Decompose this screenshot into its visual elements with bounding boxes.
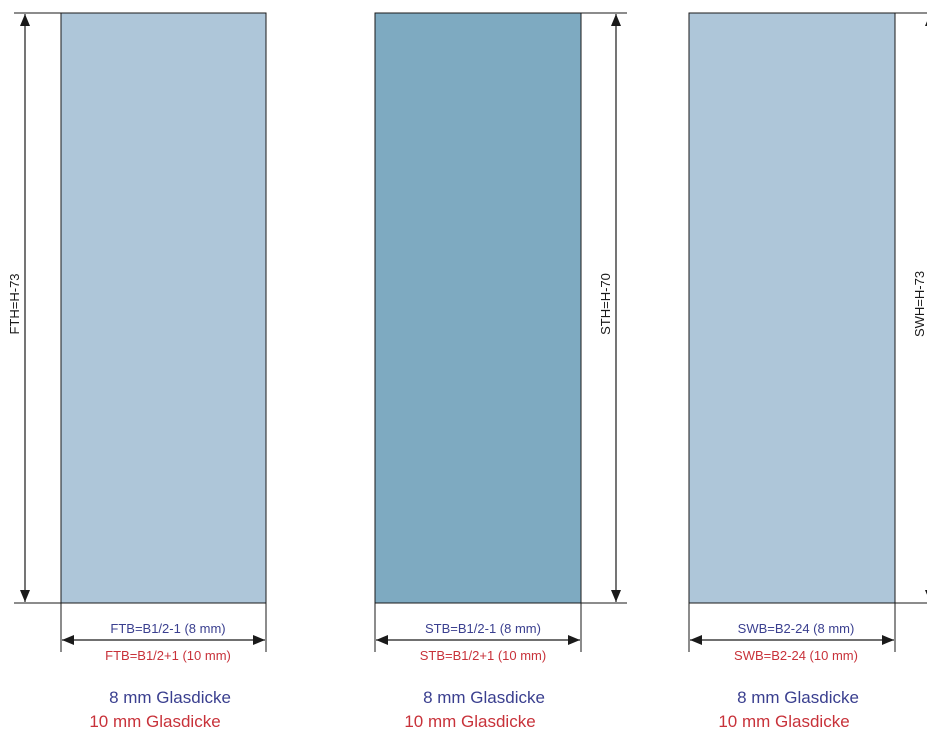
caption-8mm: 8 mm Glasdicke	[109, 688, 231, 707]
caption-8mm: 8 mm Glasdicke	[737, 688, 859, 707]
glass-pane-fixed	[60, 12, 267, 604]
width-label-8mm: SWB=B2-24 (8 mm)	[738, 621, 855, 636]
width-label-10mm: STB=B1/2+1 (10 mm)	[420, 648, 546, 663]
width-label-8mm: FTB=B1/2-1 (8 mm)	[110, 621, 225, 636]
caption-10mm: 10 mm Glasdicke	[404, 712, 535, 731]
height-label: FTH=H-73	[7, 273, 22, 334]
caption-10mm: 10 mm Glasdicke	[89, 712, 220, 731]
caption-8mm: 8 mm Glasdicke	[423, 688, 545, 707]
panel-side-wall: SWH=H-73 SWB=B2-24 (8 mm) SWB=B2-24 (10 …	[688, 12, 927, 731]
height-label: STH=H-70	[598, 273, 613, 335]
width-label-8mm: STB=B1/2-1 (8 mm)	[425, 621, 541, 636]
caption-10mm: 10 mm Glasdicke	[718, 712, 849, 731]
width-label-10mm: FTB=B1/2+1 (10 mm)	[105, 648, 231, 663]
panel-sliding: STH=H-70 STB=B1/2-1 (8 mm) STB=B1/2+1 (1…	[374, 12, 627, 731]
panel-fixed: FTH=H-73 FTB=B1/2-1 (8 mm) FTB=B1/2+1 (1…	[7, 12, 267, 731]
width-label-10mm: SWB=B2-24 (10 mm)	[734, 648, 858, 663]
height-label: SWH=H-73	[912, 271, 927, 337]
glass-pane-sliding	[374, 12, 582, 604]
glass-pane-side-wall	[688, 12, 896, 604]
